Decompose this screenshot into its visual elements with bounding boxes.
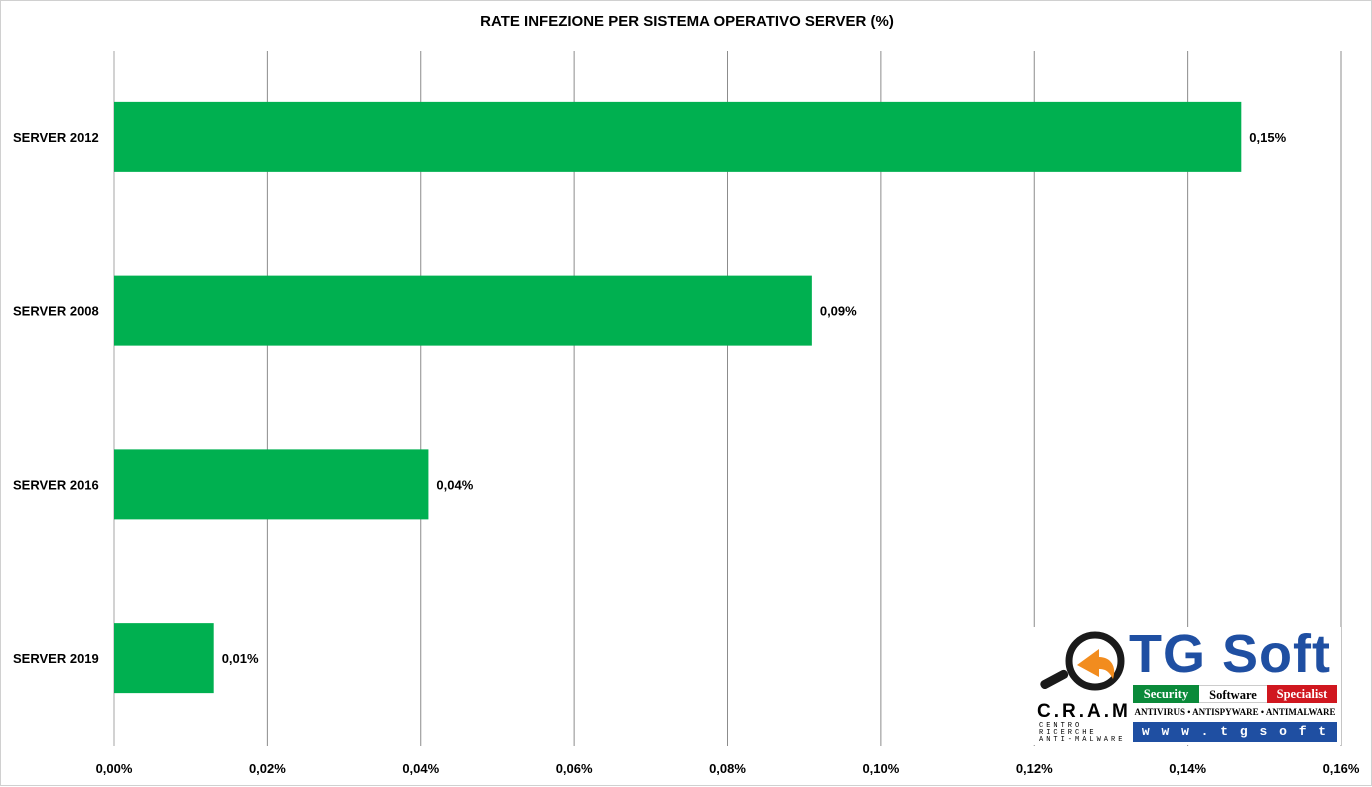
cram-subtitle: CENTRO RICERCHE ANTI-MALWARE	[1039, 722, 1126, 744]
tgsoft-url: w w w . t g s o f t . i t	[1133, 722, 1337, 759]
data-label: 0,01%	[222, 651, 259, 666]
bar	[114, 275, 812, 346]
labels: 0,00% 0,02% 0,04% 0,06% 0,08% 0,10% 0,12% 0,14%…	[13, 130, 1360, 776]
category-label: SERVER 2012	[13, 130, 99, 145]
x-tick-label: 0,08%	[709, 761, 746, 776]
data-label: 0,15%	[1249, 130, 1286, 145]
data-label: 0,09%	[820, 304, 857, 319]
x-tick-label: 0,02%	[249, 761, 286, 776]
tagline-security: Security	[1133, 685, 1199, 703]
bar	[114, 449, 429, 520]
x-tick-label: 0,10%	[862, 761, 899, 776]
tgsoft-logo: C.R.A.M CENTRO RICERCHE ANTI-MALWARE TG …	[1031, 624, 1341, 759]
bar	[114, 101, 1242, 172]
tgsoft-brand: TG Soft	[1129, 624, 1331, 684]
data-label: 0,04%	[436, 477, 473, 492]
cram-text: C.R.A.M	[1037, 701, 1131, 722]
bar	[114, 623, 214, 694]
x-tick-label: 0,06%	[556, 761, 593, 776]
tgsoft-products: ANTIVIRUS • ANTISPYWARE • ANTIMALWARE	[1134, 707, 1336, 717]
magnifier-icon	[1040, 631, 1125, 691]
bars	[114, 101, 1242, 694]
tagline-specialist: Specialist	[1267, 685, 1337, 703]
x-tick-label: 0,12%	[1016, 761, 1053, 776]
cram-logo: C.R.A.M CENTRO RICERCHE ANTI-MALWARE	[1033, 629, 1131, 745]
chart-title: RATE INFEZIONE PER SISTEMA OPERATIVO SER…	[480, 13, 894, 30]
category-label: SERVER 2019	[13, 651, 99, 666]
category-label: SERVER 2016	[13, 477, 99, 492]
tagline-software: Software	[1199, 685, 1267, 703]
tgsoft-tagline: Security Software Specialist	[1133, 685, 1337, 703]
x-tick-label: 0,04%	[402, 761, 439, 776]
x-tick-label: 0,00%	[96, 761, 133, 776]
x-tick-label: 0,14%	[1169, 761, 1206, 776]
x-tick-label: 0,16%	[1323, 761, 1360, 776]
category-label: SERVER 2008	[13, 304, 99, 319]
